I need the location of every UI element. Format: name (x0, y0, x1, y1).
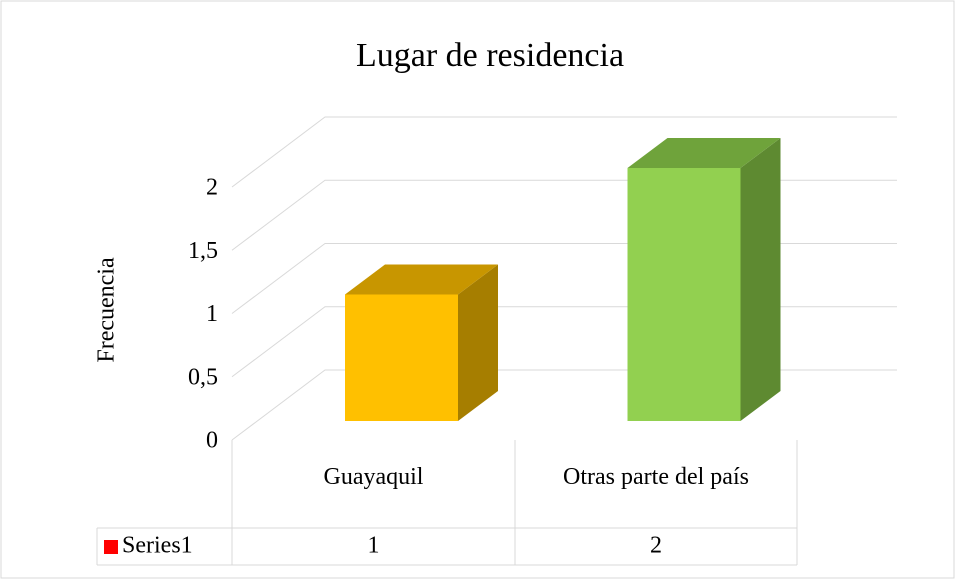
bar-side (458, 264, 498, 421)
y-tick-label: 0 (206, 428, 218, 454)
y-tick-label: 2 (206, 175, 218, 201)
y-tick-label: 0,5 (188, 364, 218, 390)
data-table-lines (96, 440, 798, 566)
bar-top (345, 264, 498, 295)
bar-front (345, 294, 458, 421)
bar-side (740, 138, 781, 421)
grid-line (231, 116, 897, 188)
x-tick-label: Otras parte del país (563, 464, 749, 490)
chart-title: Lugar de residencia (356, 37, 624, 74)
bar (345, 264, 498, 421)
y-axis-label: Frecuencia (94, 257, 120, 363)
y-tick-label: 1,5 (188, 238, 218, 264)
legend-label: Series1 (122, 533, 193, 559)
legend-swatch (104, 540, 118, 554)
x-tick-label: Guayaquil (323, 464, 424, 490)
data-table-value: 1 (368, 533, 380, 559)
bar-front (627, 168, 741, 421)
data-table-value: 2 (650, 533, 662, 559)
bar-top (627, 138, 781, 168)
bar (627, 138, 781, 421)
y-tick-label: 1 (206, 301, 218, 327)
